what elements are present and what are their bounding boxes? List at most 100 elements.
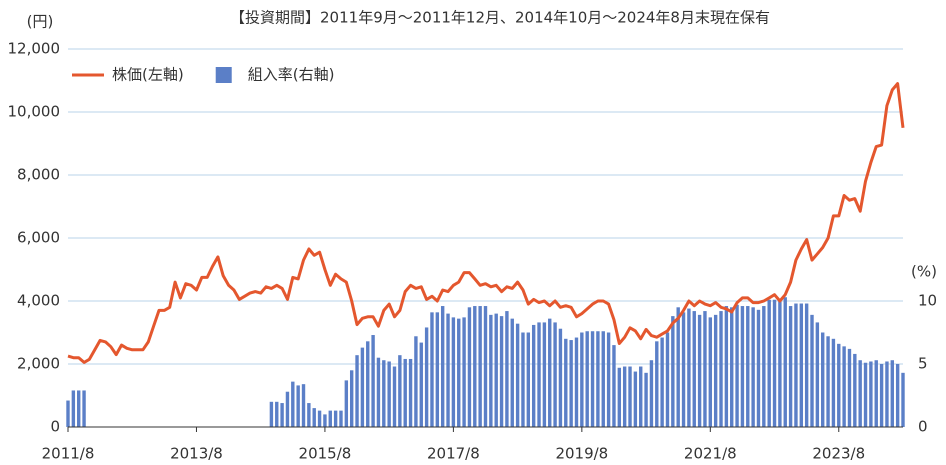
bar [323, 414, 327, 427]
bar [746, 306, 750, 427]
bar [483, 306, 488, 427]
price-line [67, 82, 905, 364]
bar [585, 331, 589, 427]
bar [815, 322, 820, 427]
y-tick-label: 2,000 [17, 355, 60, 373]
bar [762, 306, 766, 427]
bar [371, 335, 375, 427]
bar [457, 318, 461, 427]
y-tick-label: 10,000 [8, 103, 61, 121]
bar [510, 318, 514, 427]
bar [440, 306, 445, 427]
bar [446, 313, 450, 427]
y-tick-label: 8,000 [17, 166, 60, 184]
bar [794, 303, 798, 427]
bar [574, 337, 579, 427]
bar [419, 342, 423, 427]
y2-tick-label: 5 [918, 355, 928, 373]
bar [558, 328, 563, 427]
bar [312, 408, 316, 427]
bar [901, 372, 905, 427]
bar [719, 311, 723, 427]
bar [548, 318, 552, 427]
bar [730, 307, 734, 427]
bar [435, 312, 440, 427]
bar [821, 332, 825, 427]
bar [537, 322, 541, 427]
bar [858, 360, 862, 427]
x-tick-label: 2021/8 [684, 445, 737, 463]
bar [713, 314, 718, 427]
bar [489, 314, 493, 427]
bar [639, 366, 643, 427]
bar [885, 361, 889, 427]
x-tick-label: 2023/8 [812, 445, 865, 463]
bar [853, 353, 857, 427]
bar [414, 336, 418, 427]
bar [633, 371, 638, 427]
bar [382, 360, 386, 427]
bar [521, 332, 525, 427]
bar [531, 324, 536, 427]
bar [895, 364, 900, 427]
bar [569, 340, 573, 427]
bar [494, 313, 498, 427]
bar [580, 332, 584, 427]
bar [526, 332, 531, 427]
bar [606, 332, 611, 427]
bar [703, 311, 707, 427]
bar [847, 348, 852, 427]
bar [655, 341, 659, 427]
bar [837, 343, 841, 427]
bar [617, 367, 622, 427]
bar [333, 410, 338, 427]
bar [344, 380, 349, 427]
bar [644, 372, 648, 427]
bar [307, 403, 311, 427]
bar [392, 366, 397, 427]
bar [280, 403, 284, 427]
bar [687, 308, 691, 427]
bar [360, 347, 365, 427]
bar [430, 312, 434, 427]
bar [628, 366, 632, 427]
chart-title: 【投資期間】2011年9月～2011年12月、2014年10月～2024年8月末… [230, 9, 770, 27]
bar [772, 299, 777, 427]
bar [676, 307, 680, 427]
bar [366, 341, 370, 427]
bar [564, 338, 568, 427]
bar [473, 306, 477, 427]
bar [601, 331, 605, 427]
bar [71, 390, 76, 427]
bar [478, 306, 482, 427]
bar [649, 360, 654, 427]
bar [735, 304, 739, 427]
y2-tick-label: 0 [918, 418, 928, 436]
bar [697, 314, 702, 427]
x-tick-label: 2017/8 [427, 445, 480, 463]
bar [751, 307, 755, 427]
bar [590, 331, 595, 427]
bar [499, 316, 504, 427]
bar [788, 306, 793, 427]
bar [275, 401, 279, 427]
bar [681, 312, 686, 427]
bar [408, 358, 413, 427]
y-unit: (円) [27, 13, 54, 31]
bar [671, 316, 675, 427]
bar [842, 346, 846, 427]
bar [890, 360, 894, 427]
bar [724, 306, 729, 427]
bar [291, 381, 295, 427]
y2-tick-label: 10 [918, 292, 937, 310]
bar [403, 358, 407, 427]
bar [349, 370, 354, 427]
bar [82, 390, 86, 427]
bar [863, 362, 868, 427]
bar [783, 297, 787, 427]
bar [515, 323, 520, 427]
bar [317, 410, 322, 427]
bar [740, 306, 745, 427]
